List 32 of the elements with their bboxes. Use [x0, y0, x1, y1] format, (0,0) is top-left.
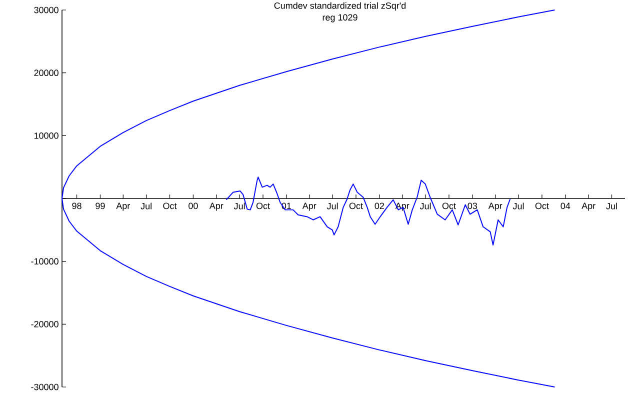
x-tick-label: 98: [72, 202, 82, 210]
chart-subtitle: reg 1029: [322, 14, 358, 22]
y-tick-label: -10000: [31, 258, 58, 265]
x-tick-label: Oct: [442, 202, 456, 210]
y-tick-label: 10000: [34, 132, 58, 139]
y-tick-label: 30000: [34, 6, 58, 14]
x-tick-label: Jul: [420, 202, 431, 210]
x-tick-label: 04: [560, 202, 570, 210]
x-tick-label: 99: [96, 202, 105, 210]
x-tick-label: Jul: [512, 202, 524, 210]
x-tick-label: Jul: [326, 202, 338, 210]
y-tick-label: -20000: [31, 320, 58, 328]
y-tick-label: 20000: [34, 70, 58, 76]
x-tick-label: Apr: [302, 202, 316, 211]
x-tick-label: Jul: [234, 202, 245, 210]
x-tick-label: Oct: [535, 202, 549, 210]
x-tick-label: 00: [188, 202, 198, 210]
line-series: [226, 176, 511, 246]
x-tick-label: Apr: [488, 202, 502, 211]
y-tick-label: -30000: [31, 384, 58, 390]
x-tick-label: 03: [468, 202, 478, 210]
x-tick-label: Oct: [163, 202, 177, 210]
x-tick-label: Apr: [582, 202, 596, 211]
x-tick-label: Jul: [140, 202, 152, 210]
x-tick-label: 02: [374, 202, 384, 210]
x-tick-label: Jul: [606, 202, 617, 210]
chart-title: Cumdev standardized trial zSqr'd: [274, 2, 406, 11]
x-tick-label: Apr: [209, 202, 224, 211]
x-tick-label: Oct: [256, 202, 270, 210]
x-tick-label: Oct: [349, 202, 363, 210]
x-tick-label: Apr: [116, 202, 130, 211]
line-series: [62, 10, 556, 388]
